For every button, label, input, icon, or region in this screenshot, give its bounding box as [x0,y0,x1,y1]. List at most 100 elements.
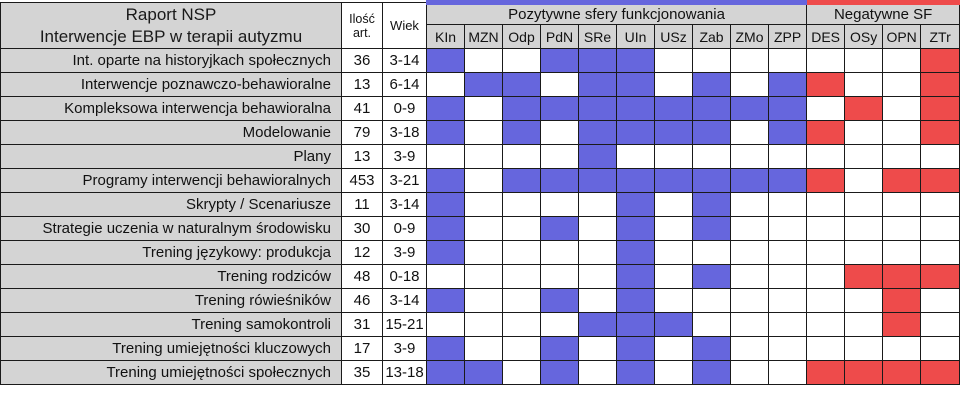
cell-zab [692,120,731,145]
cell-zab [692,168,731,193]
cell-des [806,168,846,193]
cell-pdn [540,192,579,217]
cell-zpp [767,216,808,241]
cell-mzn [464,240,503,265]
cell-zmo [730,264,769,289]
cell-zab [692,312,731,337]
cell-mzn [464,216,503,241]
cell-osy [844,360,884,385]
cell-des [806,312,846,337]
cell-odp [502,264,541,289]
cell-pdn [540,144,579,169]
cell-opn [882,360,922,385]
cell-usz [654,120,693,145]
cell-usz [654,192,693,217]
age-range: 3-18 [382,120,427,145]
cell-zab [692,288,731,313]
cell-osy [844,48,884,73]
cell-usz [654,264,693,289]
table-row: Trening rodziców 48 0-18 [0,264,960,289]
cell-usz [654,216,693,241]
count-header: Ilość art. [341,2,383,49]
cell-osy [844,72,884,97]
cell-sre [578,48,617,73]
cell-pdn [540,72,579,97]
cell-uin [616,96,655,121]
cell-uin [616,288,655,313]
cell-ztr [920,96,960,121]
cell-usz [654,72,693,97]
cell-zmo [730,96,769,121]
cell-kin [426,336,465,361]
intervention-name: Plany [0,144,342,169]
cell-des [806,144,846,169]
cell-uin [616,360,655,385]
age-range: 3-14 [382,192,427,217]
cell-ztr [920,144,960,169]
cell-odp [502,288,541,313]
cell-des [806,216,846,241]
cell-pdn [540,120,579,145]
cell-kin [426,288,465,313]
negative-group-header: Negatywne SF [806,0,960,25]
cell-opn [882,336,922,361]
positive-group-header: Pozytywne sfery funkcjonowania [425,0,808,25]
column-header-zpp: ZPP [767,24,808,49]
code-header-row: KIn MZN Odp PdN SRe UIn USz Zab ZMo ZPP DES OSy OPN Z… [1,24,960,49]
table-row: Trening językowy: produkcja 12 3-9 [0,240,960,265]
column-header-opn: OPN [882,24,922,49]
cell-odp [502,96,541,121]
cell-zmo [730,312,769,337]
cell-uin [616,120,655,145]
article-count: 17 [341,336,383,361]
column-header-sre: SRe [578,24,617,49]
cell-zpp [767,192,808,217]
cell-opn [882,288,922,313]
cell-zmo [730,336,769,361]
cell-pdn [540,288,579,313]
cell-opn [882,120,922,145]
cell-kin [426,360,465,385]
cell-pdn [540,360,579,385]
cell-osy [844,144,884,169]
cell-kin [426,192,465,217]
cell-sre [578,336,617,361]
cell-opn [882,264,922,289]
cell-osy [844,192,884,217]
cell-ztr [920,312,960,337]
cell-osy [844,216,884,241]
table-row: Interwencje poznawczo-behawioralne 13 6-14 [0,72,960,97]
table-row: Trening umiejętności kluczowych 17 3-9 [0,336,960,361]
cell-usz [654,168,693,193]
age-range: 15-21 [382,312,427,337]
cell-zab [692,48,731,73]
cell-opn [882,240,922,265]
cell-odp [502,48,541,73]
cell-ztr [920,216,960,241]
cell-kin [426,96,465,121]
cell-opn [882,216,922,241]
cell-des [806,96,846,121]
cell-ztr [920,360,960,385]
intervention-name: Trening samokontroli [0,312,342,337]
cell-odp [502,312,541,337]
cell-zpp [767,240,808,265]
age-range: 3-9 [382,336,427,361]
cell-odp [502,72,541,97]
column-header-mzn: MZN [464,24,503,49]
cell-pdn [540,96,579,121]
cell-uin [616,264,655,289]
intervention-name: Trening językowy: produkcja [0,240,342,265]
cell-ztr [920,264,960,289]
cell-sre [578,312,617,337]
cell-zmo [730,120,769,145]
cell-sre [578,192,617,217]
cell-pdn [540,264,579,289]
cell-pdn [540,168,579,193]
cell-odp [502,336,541,361]
cell-pdn [540,48,579,73]
cell-usz [654,144,693,169]
cell-zpp [767,120,808,145]
intervention-name: Strategie uczenia w naturalnym środowisk… [0,216,342,241]
age-range: 3-9 [382,240,427,265]
